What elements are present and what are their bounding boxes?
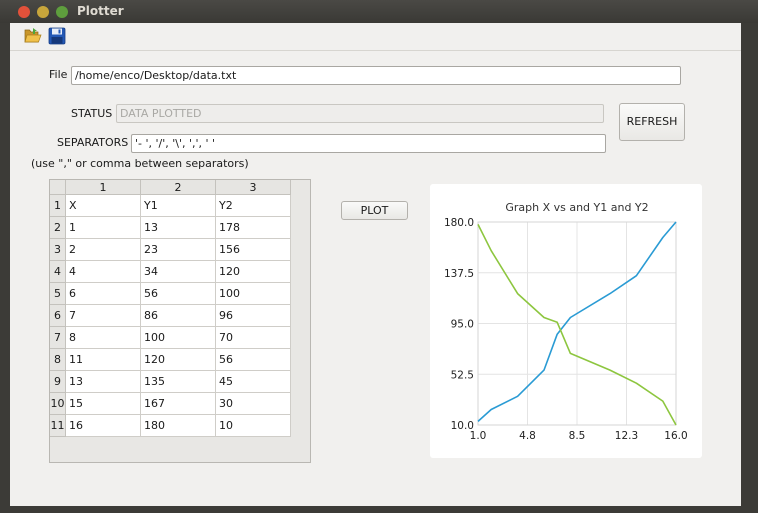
- row-header[interactable]: 9: [50, 371, 66, 393]
- table-cell[interactable]: 2: [66, 239, 141, 261]
- table-corner: [50, 180, 66, 195]
- x-tick-label: 12.3: [615, 430, 638, 442]
- table-cell[interactable]: 10: [216, 415, 291, 437]
- column-header[interactable]: 2: [141, 180, 216, 195]
- table-cell[interactable]: 23: [141, 239, 216, 261]
- table-cell[interactable]: 13: [141, 217, 216, 239]
- file-label: File: [49, 68, 68, 81]
- table-cell[interactable]: 45: [216, 371, 291, 393]
- row-header[interactable]: 7: [50, 327, 66, 349]
- table-cell[interactable]: 13: [66, 371, 141, 393]
- window-title: Plotter: [77, 4, 124, 18]
- folder-open-icon[interactable]: [23, 26, 45, 48]
- toolbar: [10, 23, 741, 51]
- table-cell[interactable]: 180: [141, 415, 216, 437]
- column-header[interactable]: 3: [216, 180, 291, 195]
- table-cell[interactable]: 100: [216, 283, 291, 305]
- table-cell[interactable]: 15: [66, 393, 141, 415]
- file-path-input[interactable]: /home/enco/Desktop/data.txt: [71, 66, 681, 85]
- table-cell[interactable]: 7: [66, 305, 141, 327]
- main-window: File /home/enco/Desktop/data.txt STATUS …: [10, 23, 741, 506]
- title-bar: Plotter: [0, 0, 758, 23]
- row-header[interactable]: 2: [50, 217, 66, 239]
- series-line-y2: [477, 224, 677, 426]
- table-cell[interactable]: 56: [141, 283, 216, 305]
- table-cell[interactable]: X: [66, 195, 141, 217]
- column-header[interactable]: 1: [66, 180, 141, 195]
- table-cell[interactable]: 167: [141, 393, 216, 415]
- y-tick-label: 10.0: [451, 420, 474, 432]
- y-tick-label: 52.5: [451, 369, 474, 381]
- y-tick-label: 180.0: [444, 217, 474, 229]
- row-header[interactable]: 3: [50, 239, 66, 261]
- separators-hint: (use "," or comma between separators): [31, 157, 249, 170]
- separators-label: SEPARATORS: [57, 136, 129, 149]
- y-tick-label: 95.0: [451, 319, 474, 331]
- status-label: STATUS: [71, 107, 113, 120]
- table-cell[interactable]: 1: [66, 217, 141, 239]
- row-header[interactable]: 10: [50, 393, 66, 415]
- chart-panel: Graph X vs and Y1 and Y2 180.0 137.5 95.0 52…: [430, 184, 702, 458]
- y-tick-label: 137.5: [444, 268, 474, 280]
- table-cell[interactable]: 16: [66, 415, 141, 437]
- refresh-button[interactable]: REFRESH: [619, 103, 685, 141]
- table-cell[interactable]: 178: [216, 217, 291, 239]
- table-cell[interactable]: 6: [66, 283, 141, 305]
- row-header[interactable]: 1: [50, 195, 66, 217]
- minimize-window-button[interactable]: [37, 6, 49, 18]
- row-header[interactable]: 8: [50, 349, 66, 371]
- plot-button[interactable]: PLOT: [341, 201, 408, 220]
- status-field: DATA PLOTTED: [116, 104, 604, 123]
- table-cell[interactable]: 56: [216, 349, 291, 371]
- separators-input[interactable]: '- ', '/', '\', ',', ' ': [131, 134, 606, 153]
- table-cell[interactable]: 4: [66, 261, 141, 283]
- x-tick-label: 16.0: [664, 430, 687, 442]
- series-line-y1: [477, 221, 677, 422]
- table-cell[interactable]: 34: [141, 261, 216, 283]
- table-cell[interactable]: 120: [216, 261, 291, 283]
- data-table[interactable]: 1 2 3 1 X Y1 Y2 2 1 13 178 3 2 23 156 4 4 34 120 5 6 56 100 6 7 8…: [49, 179, 311, 463]
- maximize-window-button[interactable]: [56, 6, 68, 18]
- table-cell[interactable]: 120: [141, 349, 216, 371]
- table-cell[interactable]: 96: [216, 305, 291, 327]
- floppy-save-icon[interactable]: [47, 26, 69, 48]
- table-cell[interactable]: Y1: [141, 195, 216, 217]
- row-header[interactable]: 4: [50, 261, 66, 283]
- x-tick-label: 8.5: [569, 430, 586, 442]
- row-header[interactable]: 11: [50, 415, 66, 437]
- row-header[interactable]: 6: [50, 305, 66, 327]
- table-cell[interactable]: 135: [141, 371, 216, 393]
- table-cell[interactable]: 8: [66, 327, 141, 349]
- row-header[interactable]: 5: [50, 283, 66, 305]
- plot-area: [477, 221, 677, 426]
- table-cell[interactable]: 156: [216, 239, 291, 261]
- table-cell[interactable]: 30: [216, 393, 291, 415]
- line-chart: Graph X vs and Y1 and Y2 180.0 137.5 95.0 52…: [444, 201, 688, 442]
- chart-title: Graph X vs and Y1 and Y2: [505, 201, 648, 214]
- close-window-button[interactable]: [18, 6, 30, 18]
- table-cell[interactable]: 70: [216, 327, 291, 349]
- x-tick-label: 4.8: [519, 430, 536, 442]
- table-cell[interactable]: 11: [66, 349, 141, 371]
- table-cell[interactable]: 86: [141, 305, 216, 327]
- table-cell[interactable]: 100: [141, 327, 216, 349]
- table-cell[interactable]: Y2: [216, 195, 291, 217]
- x-tick-label: 1.0: [470, 430, 487, 442]
